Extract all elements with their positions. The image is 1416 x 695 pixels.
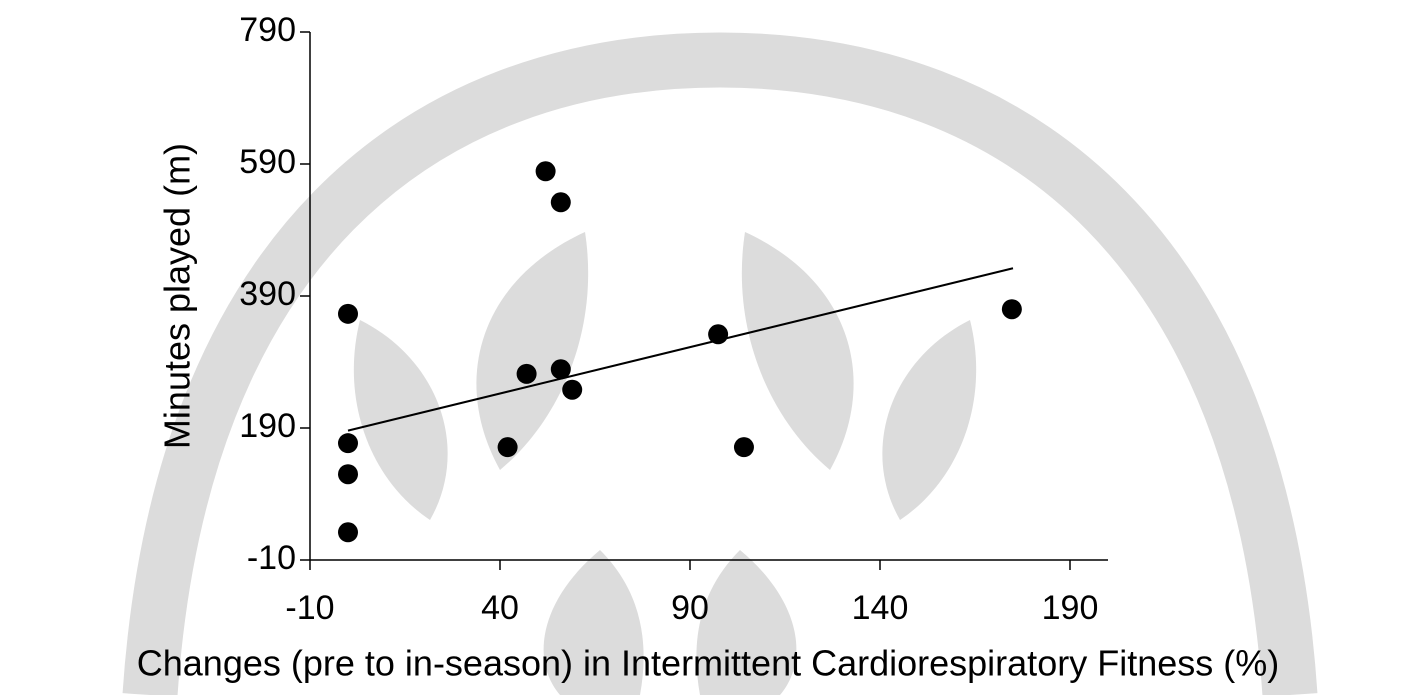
data-point bbox=[338, 433, 358, 454]
x-tick-label: -10 bbox=[285, 589, 334, 627]
watermark-leaf bbox=[741, 232, 854, 470]
data-point bbox=[733, 437, 754, 458]
watermark-leaf bbox=[353, 320, 448, 520]
data-point bbox=[708, 324, 729, 345]
x-tick-label: 140 bbox=[852, 589, 909, 627]
watermark-arc bbox=[122, 32, 1318, 695]
data-point bbox=[516, 363, 537, 384]
data-point bbox=[338, 464, 358, 485]
y-tick-label: 390 bbox=[239, 275, 296, 313]
watermark-leaf bbox=[543, 550, 644, 695]
y-tick-label: 790 bbox=[239, 11, 296, 49]
y-tick-label: -10 bbox=[247, 539, 296, 577]
y-axis-title: Minutes played (m) bbox=[157, 143, 198, 449]
watermark-leaf bbox=[882, 320, 977, 520]
data-point bbox=[550, 192, 571, 213]
data-point bbox=[338, 522, 358, 543]
data-point bbox=[562, 379, 583, 400]
x-tick-label: 90 bbox=[671, 589, 709, 627]
x-axis-title: Changes (pre to in-season) in Intermitte… bbox=[137, 643, 1279, 684]
x-tick-label: 40 bbox=[481, 589, 519, 627]
watermark bbox=[122, 32, 1318, 695]
y-tick-label: 190 bbox=[239, 407, 296, 445]
data-point bbox=[497, 437, 518, 458]
data-point bbox=[535, 161, 556, 182]
x-tick-label: 190 bbox=[1042, 589, 1099, 627]
data-point bbox=[1001, 299, 1022, 320]
data-point bbox=[338, 303, 358, 324]
watermark-leaf bbox=[696, 550, 797, 695]
trend-line bbox=[347, 267, 1014, 432]
data-point bbox=[550, 359, 571, 380]
watermark-leaf bbox=[476, 232, 589, 470]
y-tick-label: 590 bbox=[239, 143, 296, 181]
